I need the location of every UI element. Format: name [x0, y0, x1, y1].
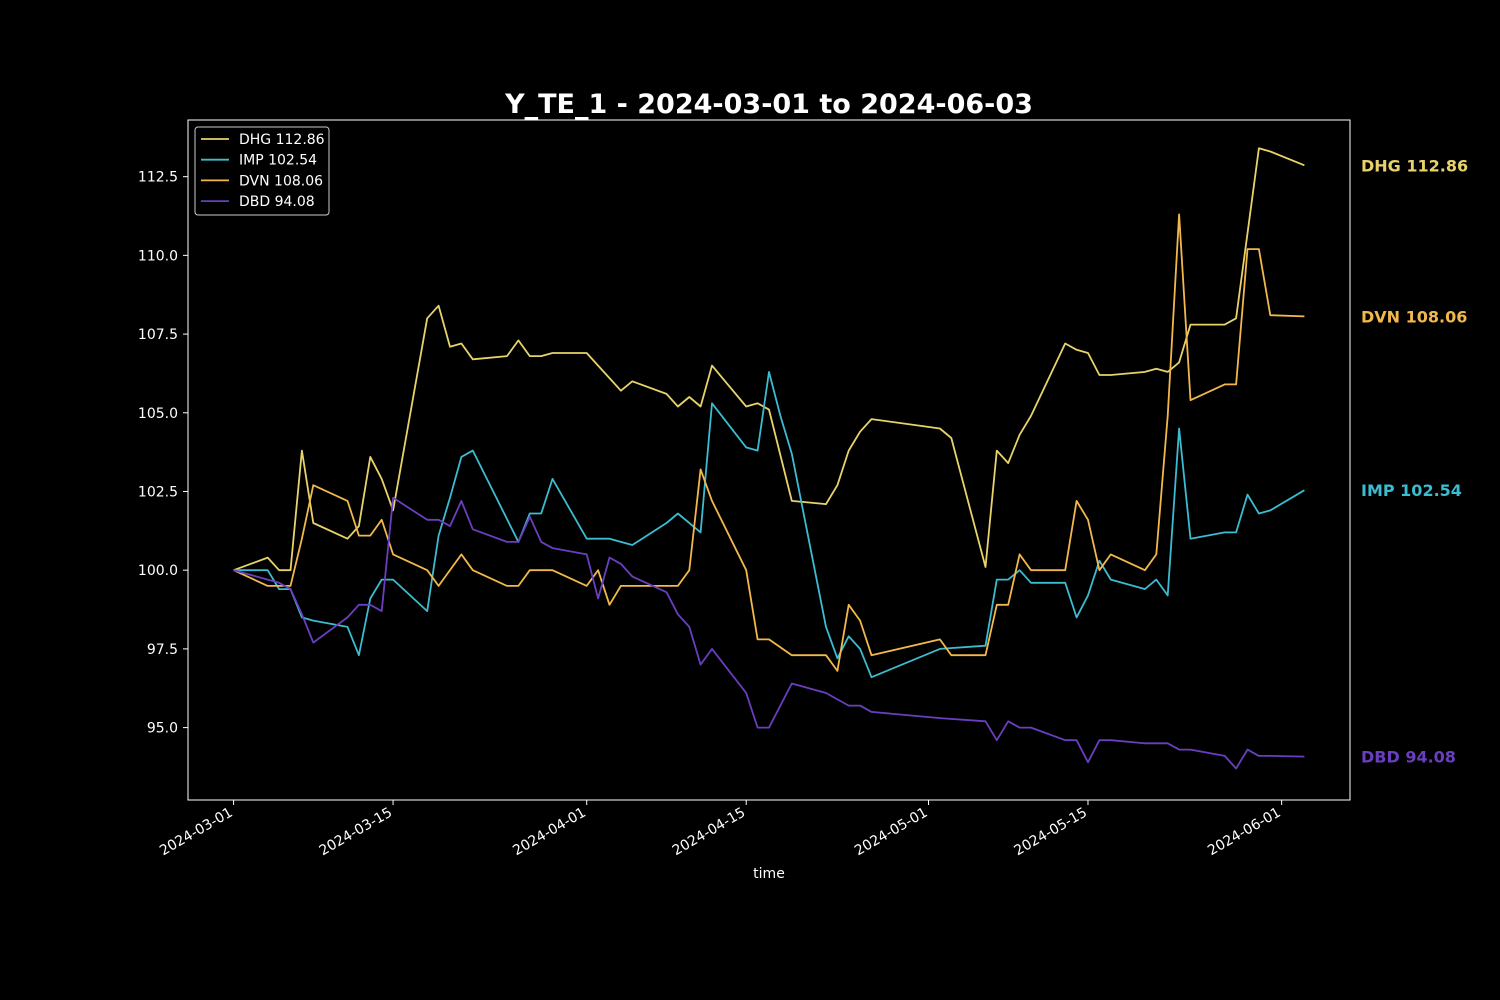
end-labels: DHG 112.86 DVN 108.06 IMP 102.54 DBD 94.08 [1361, 156, 1468, 766]
series-line-imp [233, 370, 1305, 679]
x-axis-label: time [753, 866, 785, 882]
y-tick-label: 107.5 [138, 327, 178, 343]
legend: DHG 112.86 IMP 102.54 DVN 108.06 DBD 94.08 [194, 126, 330, 216]
series-line-dhg [233, 147, 1305, 572]
series-line-dbd [233, 496, 1305, 770]
y-tick-label: 95.0 [147, 721, 178, 737]
y-tick-label: 110.0 [138, 248, 178, 264]
end-label-dhg: DHG 112.86 [1361, 156, 1468, 175]
plot-frame [187, 119, 1351, 801]
y-tick-label: 102.5 [138, 484, 178, 500]
y-tick-label: 112.5 [138, 170, 178, 186]
y-tick-label: 97.5 [147, 642, 178, 658]
end-label-imp: IMP 102.54 [1361, 481, 1462, 500]
chart-title: Y_TE_1 - 2024-03-01 to 2024-06-03 [504, 89, 1033, 120]
legend-label-dbd: DBD 94.08 [239, 194, 315, 210]
legend-label-dhg: DHG 112.86 [239, 132, 325, 148]
legend-label-imp: IMP 102.54 [239, 153, 317, 169]
y-axis: 95.0 97.5 100.0 102.5 105.0 107.5 110.0 112.5 [138, 170, 188, 737]
end-label-dbd: DBD 94.08 [1361, 748, 1456, 767]
legend-box [194, 126, 330, 216]
y-tick-label: 100.0 [138, 563, 178, 579]
legend-label-dvn: DVN 108.06 [239, 173, 323, 189]
series-layer [233, 147, 1305, 770]
end-label-dvn: DVN 108.06 [1361, 307, 1467, 326]
y-tick-label: 105.0 [138, 406, 178, 422]
